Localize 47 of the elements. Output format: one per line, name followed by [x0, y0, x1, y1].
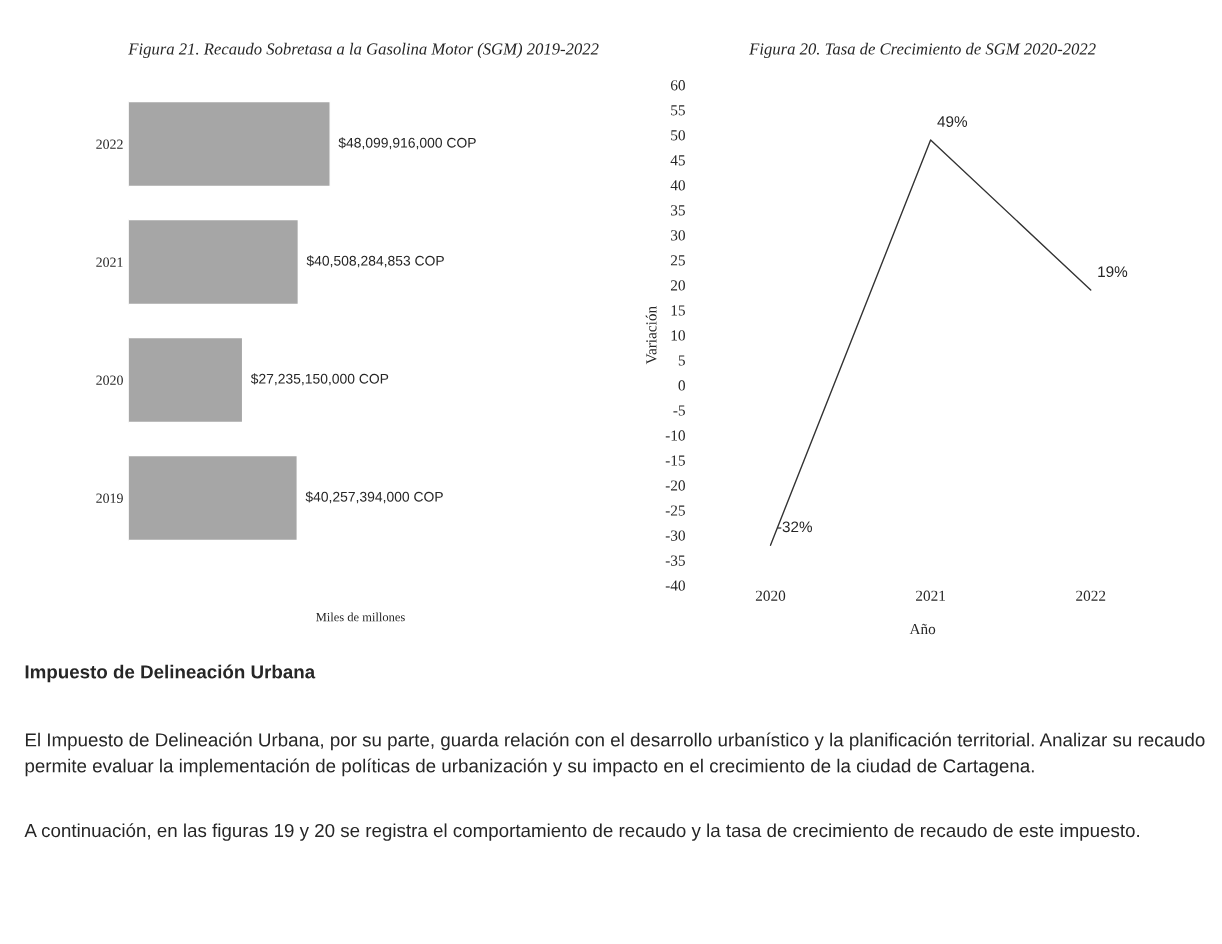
bar — [128, 100, 331, 188]
y-tick-label: 2019 — [96, 493, 123, 503]
data-label: $27,235,150,000 COP — [250, 373, 389, 386]
x-axis-title: Año — [909, 623, 936, 635]
chart-title: Figura 20. Tasa de Crecimiento de SGM 2020-2022 — [749, 42, 1096, 58]
data-label: $40,257,394,000 COP — [305, 491, 443, 504]
y-tick-label: 50 — [671, 130, 685, 141]
y-tick-label: 25 — [670, 255, 685, 266]
y-tick-label: -20 — [665, 480, 685, 491]
bar — [128, 218, 300, 306]
data-label: $40,508,284,853 COP — [306, 255, 444, 268]
data-label: -32% — [777, 521, 813, 533]
x-tick-label: 2020 — [755, 590, 786, 601]
y-tick-label: 35 — [671, 205, 685, 216]
y-tick-label: 55 — [671, 105, 685, 116]
data-label: $48,099,916,000 COP — [338, 137, 476, 150]
y-tick-label: 40 — [670, 180, 685, 191]
chart-title: Figura 21. Recaudo Sobretasa a la Gasolina Motor (SGM) 2019-2022 — [128, 42, 599, 58]
y-tick-label: 10 — [671, 330, 685, 341]
y-tick-label: 30 — [671, 230, 685, 241]
text: Impuesto de Delineación Urbana — [25, 664, 316, 683]
text: El Impuesto de Delineación Urbana, por su parte, guarda relación con el desarrollo urbanístico y la planificación territorial. Analizar su recaudo permite evaluar la implementación de políticas de urbanización y su impacto en el crecimiento de la ciudad de Cartagena. — [25, 732, 1205, 777]
y-tick-label: 20 — [670, 280, 685, 291]
y-tick-label: 5 — [678, 355, 685, 366]
y-tick-label: -30 — [665, 530, 685, 541]
y-tick-label: 45 — [670, 155, 685, 166]
x-tick-label: 2021 — [916, 590, 945, 601]
y-tick-label: -35 — [665, 555, 685, 566]
y-axis-title: Variación — [645, 306, 657, 365]
x-tick-label: 2022 — [1076, 590, 1106, 601]
y-tick-label: 0 — [678, 380, 685, 391]
y-tick-label: 2021 — [96, 257, 123, 267]
y-tick-label: -40 — [665, 580, 685, 591]
text: A continuación, en las figuras 19 y 20 se registra el comportamiento de recaudo y la tasa de crecimiento de recaudo de este impuesto. — [24, 823, 1139, 841]
data-label: 19% — [1098, 266, 1128, 278]
y-tick-label: -10 — [665, 430, 685, 441]
y-tick-label: 2022 — [96, 139, 123, 149]
x-axis-title: Miles de millones — [316, 612, 405, 622]
y-tick-label: 15 — [671, 305, 685, 316]
y-tick-label: -5 — [673, 405, 685, 416]
bar — [128, 336, 244, 424]
y-tick-label: 60 — [670, 80, 685, 91]
y-tick-label: -25 — [665, 505, 685, 516]
data-label: 49% — [937, 116, 968, 127]
y-tick-label: -15 — [665, 455, 685, 466]
bar — [128, 454, 298, 542]
y-tick-label: 2020 — [96, 375, 123, 385]
